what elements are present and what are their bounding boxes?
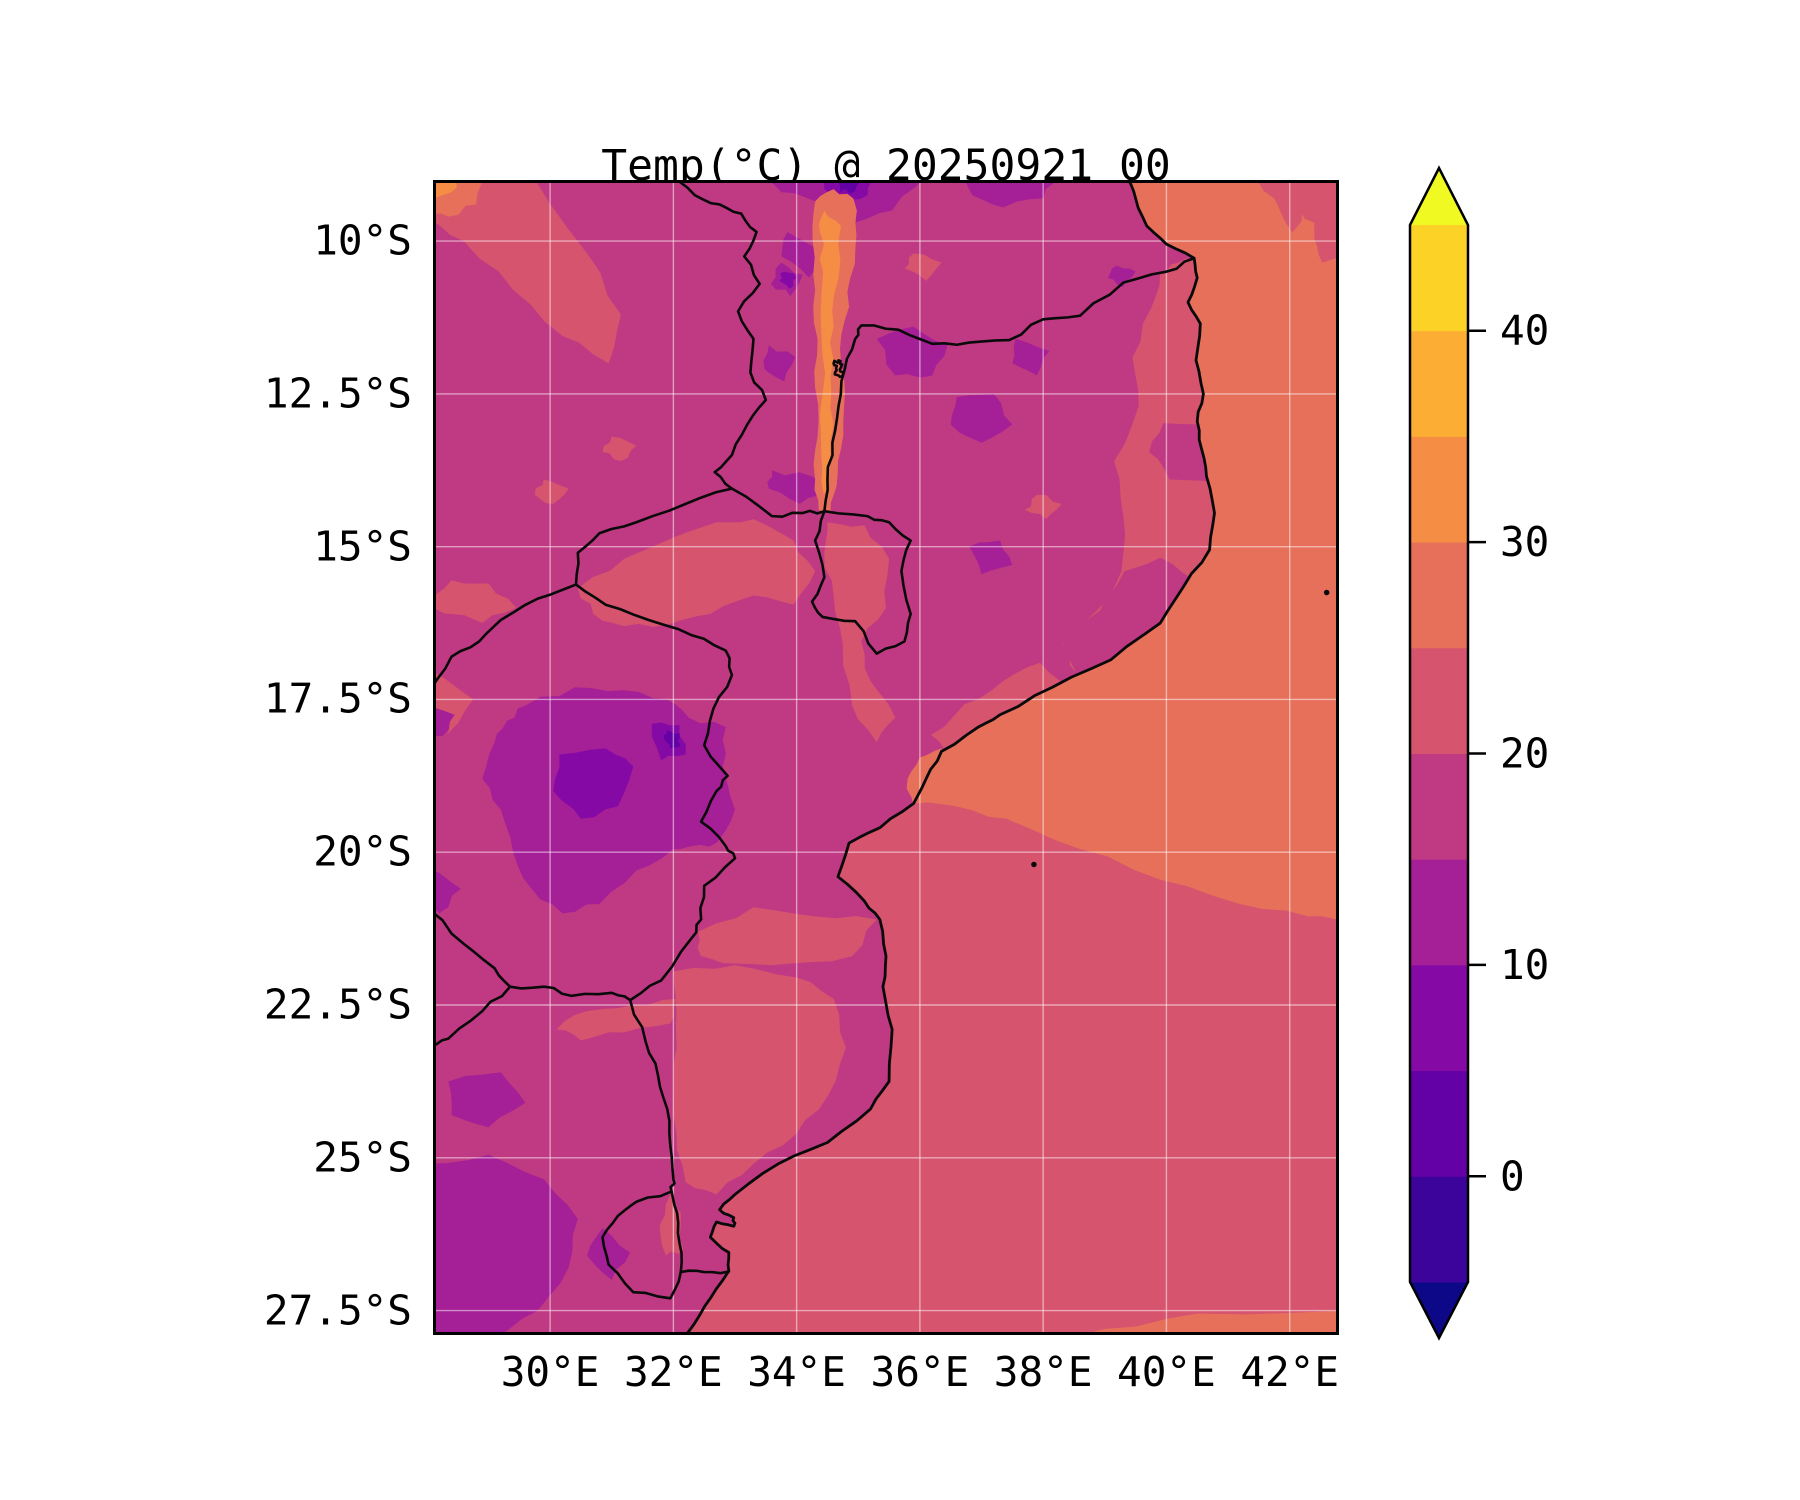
colorbar-tick-label: 10 (1500, 941, 1549, 989)
lat-tick-label: 12.5°S (263, 369, 412, 418)
land-patch-angonia-plateau (767, 470, 828, 504)
colorbar-tick-label: 40 (1500, 307, 1549, 355)
land-patch-nyanga-coldest (663, 730, 681, 749)
ocean-patch-bottom-right-warm-sliver (1089, 1310, 1339, 1335)
border-sa-moz-to-coast (681, 1271, 729, 1273)
lon-tick-label: 42°E (1240, 1348, 1340, 1396)
border-mozambique-zimbabwe (576, 585, 735, 1001)
land-patch-tanzania-highlands-2 (781, 231, 831, 278)
colorbar-band-35-40 (1410, 330, 1468, 437)
land-patch-malawi-north-core (779, 271, 797, 289)
border-eswatini-east (672, 1191, 682, 1272)
land-patch-moz-north-spot (1107, 265, 1136, 287)
map-canvas (433, 180, 1339, 1335)
lon-tick-label: 30°E (500, 1348, 600, 1396)
land-patch-luangwa-valley (433, 180, 621, 364)
border-limpopo-za-zw (510, 987, 630, 1000)
border-zimbabwe-botswana (433, 910, 510, 986)
colorbar-band-0-5 (1410, 1070, 1468, 1177)
land-patch-north-coastal-plain (1062, 258, 1215, 674)
land-patch-coast-bulge-angoche (1063, 557, 1195, 685)
colorbar-outline (1408, 165, 1470, 1341)
land-patch-namuli-highlands (969, 540, 1013, 575)
colorbar-tick-label: 0 (1500, 1152, 1525, 1200)
lon-tick-label: 34°E (747, 1348, 846, 1396)
border-zambia-mozambique (576, 489, 732, 585)
lat-tick-label: 10°S (313, 216, 412, 265)
land-patch-lake-malawi-hot-core (818, 210, 842, 495)
lat-tick-label: 27.5°S (263, 1286, 412, 1335)
colorbar: 40 30 20 10 0 (1408, 165, 1549, 1341)
land-patch-niassa-plateau-2 (950, 393, 1013, 443)
border-malawi-south-lobe (812, 511, 911, 653)
border-malawi-west (715, 214, 825, 517)
island-dot-small-island-channel (1031, 861, 1037, 868)
colorbar-arrow-over (1410, 168, 1468, 225)
land-patch-south-moz-plain (672, 965, 846, 1195)
gridlines (433, 180, 1339, 1335)
colorbar-band-15-20 (1410, 753, 1468, 860)
land-patch-salmon-spot-4 (534, 479, 569, 504)
colorbar-tick-label: 20 (1500, 730, 1549, 778)
ocean-patch-ne-corner-cool-patch (1256, 180, 1339, 263)
land-patch-tanzania-coldest (834, 180, 862, 194)
lat-tick-label: 15°S (313, 522, 412, 571)
land-patch-shire-valley (824, 522, 896, 743)
lat-tick-label: 25°S (313, 1133, 412, 1182)
colorbar-band-30-35 (1410, 436, 1468, 543)
land-patch-viphya-plateau (763, 345, 796, 382)
coastline (683, 180, 1215, 1335)
land-patch-sa-highveld-2 (448, 1072, 526, 1128)
border-ruvuma-and-lake-east (824, 258, 1194, 511)
colorbar-band-10-15 (1410, 859, 1468, 966)
colorbar-tick-label: 30 (1500, 518, 1549, 566)
colorbar-band-5-10 (1410, 964, 1468, 1072)
lon-tick-label: 38°E (993, 1348, 1093, 1396)
lat-tick-label: 22.5°S (263, 980, 412, 1029)
border-sa-moz-lebombo-eswatini-west (602, 1000, 680, 1298)
land-fill (433, 180, 1215, 1335)
land-patch-eswatini-highveld (587, 1228, 631, 1280)
land-patch-salmon-spot-2 (904, 253, 942, 281)
border-likoma-island-outline (834, 360, 844, 377)
colorbar-band-20-25 (1410, 647, 1468, 754)
land-patch-west-edge-cool-2 (433, 702, 455, 737)
land-patch-zimbabwe-cold-core-a (553, 748, 634, 819)
land-patch-limpopo-finger (556, 998, 677, 1041)
land-patch-kariba-valley (433, 580, 517, 624)
lat-tick-label: 17.5°S (263, 674, 412, 723)
colorbar-band--5-0 (1410, 1176, 1468, 1283)
land-patch-save-valley (697, 907, 877, 966)
border-zambia-zimbabwe (433, 585, 576, 691)
lon-tick-label: 32°E (623, 1348, 723, 1396)
land-patch-eswatini-lowveld (659, 1194, 684, 1256)
land-patch-niassa-plateau-3 (1012, 338, 1050, 376)
border-tanzania-zambia (670, 180, 741, 214)
colorbar-band-40-45 (1410, 225, 1468, 332)
lon-tick-label: 40°E (1117, 1348, 1216, 1396)
lon-tick-label: 36°E (870, 1348, 970, 1396)
land-patches (433, 180, 1215, 1335)
border-botswana-south-africa (433, 987, 510, 1048)
land-patch-niassa-plateau-1 (876, 326, 948, 378)
colorbar-arrow-under (1410, 1282, 1468, 1338)
ocean-patch-south-channel-cool-water (675, 802, 1339, 1335)
island-dot-small-island-ne (1323, 589, 1330, 596)
land-patch-salmon-spot-1 (602, 436, 637, 462)
land-patch-sa-highveld (433, 1154, 578, 1335)
lat-tick-label: 20°S (313, 827, 412, 876)
colorbar-band-25-30 (1410, 542, 1468, 649)
